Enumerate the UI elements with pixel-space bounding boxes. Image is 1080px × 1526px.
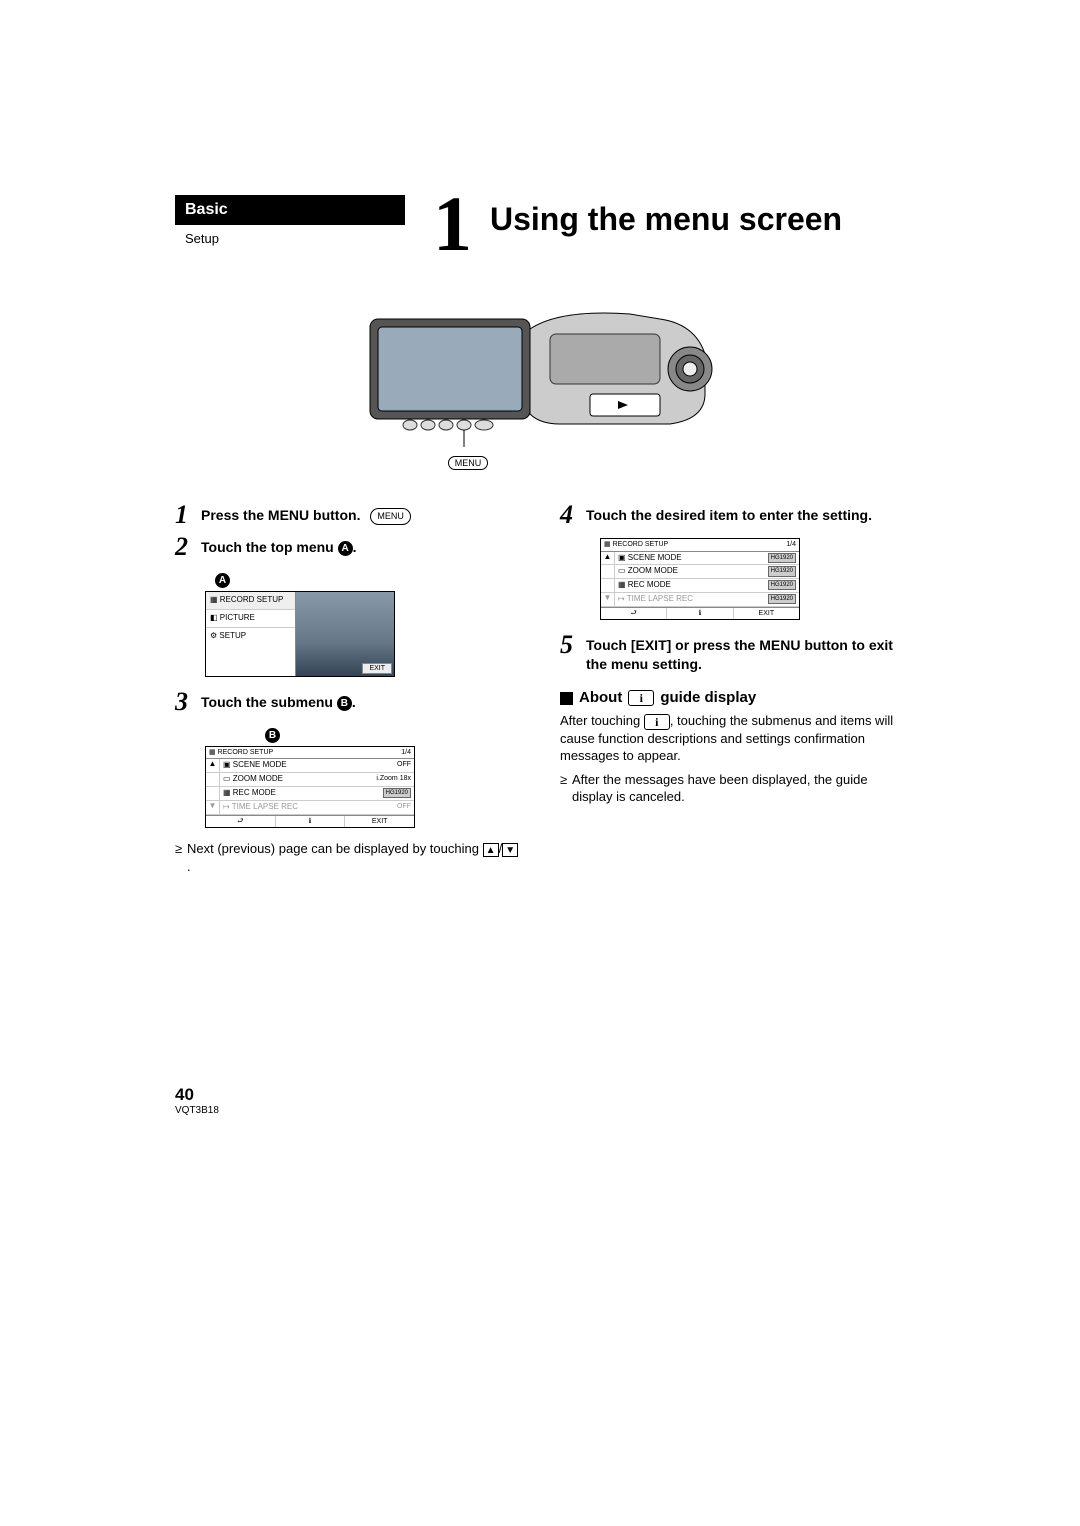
step-2: 2 Touch the top menu A.: [175, 534, 520, 560]
chapter-subtitle: Setup: [175, 225, 405, 246]
about-bullet: ≥ After the messages have been displayed…: [560, 771, 905, 806]
doc-code: VQT3B18: [175, 1105, 219, 1116]
menu-pill-icon: MENU: [370, 508, 411, 524]
menu-button-label: MENU: [448, 456, 489, 470]
square-bullet-icon: [560, 692, 573, 705]
paging-note: ≥ Next (previous) page can be displayed …: [175, 840, 520, 875]
step-5: 5 Touch [EXIT] or press the MENU button …: [560, 632, 905, 674]
up-arrow-icon: ▲: [483, 843, 499, 857]
body-columns: 1 Press the MENU button. MENU 2 Touch th…: [175, 502, 905, 875]
section-header: Basic Setup 1 Using the menu screen: [175, 195, 905, 259]
submenu-figure-b: B ▦ RECORD SETUP 1/4 ▲▣ SCENE MODEOFF ▭ …: [205, 725, 520, 828]
chapter-box: Basic Setup: [175, 195, 405, 246]
step-1: 1 Press the MENU button. MENU: [175, 502, 520, 528]
callout-b: B: [337, 696, 352, 711]
section-number: 1: [433, 189, 472, 259]
about-heading: About i guide display: [560, 688, 905, 708]
step2-post: .: [353, 539, 357, 555]
right-column: 4 Touch the desired item to enter the se…: [560, 502, 905, 875]
step4-text: Touch the desired item to enter the sett…: [586, 502, 872, 525]
step-4: 4 Touch the desired item to enter the se…: [560, 502, 905, 528]
callout-a: A: [338, 541, 353, 556]
step2-pre: Touch the top menu: [201, 539, 338, 555]
about-body: After touching i, touching the submenus …: [560, 712, 905, 765]
down-arrow-icon: ▼: [502, 843, 518, 857]
left-column: 1 Press the MENU button. MENU 2 Touch th…: [175, 502, 520, 875]
chapter-title: Basic: [175, 195, 405, 225]
page-number: 40: [175, 1085, 219, 1105]
page-content: Basic Setup 1 Using the menu screen: [175, 195, 905, 875]
info-icon: i: [628, 690, 654, 706]
callout-a-marker: A: [215, 573, 230, 588]
callout-b-marker: B: [265, 728, 280, 743]
info-icon-inline: i: [644, 714, 670, 730]
step3-post: .: [352, 694, 356, 710]
submenu-figure-right: ▦ RECORD SETUP 1/4 ▲▣ SCENE MODEHG1920 ▭…: [600, 538, 905, 620]
camcorder-icon: [360, 299, 720, 459]
step1-text: Press the MENU button.: [201, 507, 360, 523]
top-menu-figure: A ▦ RECORD SETUP ◧ PICTURE ⚙ SETUP EXIT: [205, 570, 520, 677]
page-title: Using the menu screen: [490, 201, 842, 238]
step5-text: Touch [EXIT] or press the MENU button to…: [586, 632, 905, 674]
page-footer: 40 VQT3B18: [175, 1085, 219, 1116]
step-3: 3 Touch the submenu B.: [175, 689, 520, 715]
camera-illustration: MENU: [175, 299, 905, 472]
step3-pre: Touch the submenu: [201, 694, 337, 710]
